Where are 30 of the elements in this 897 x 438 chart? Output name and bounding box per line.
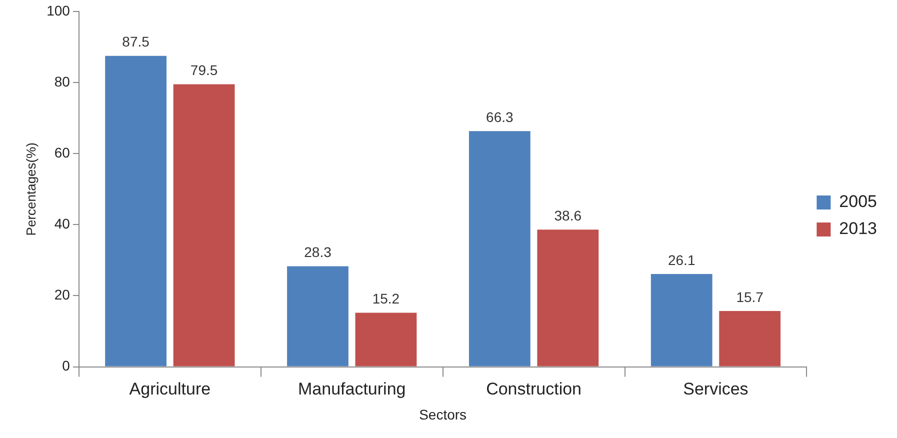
y-tick-label: 100	[46, 2, 70, 18]
bar	[355, 312, 417, 366]
data-label: 87.5	[122, 34, 150, 50]
data-label: 26.1	[668, 252, 696, 268]
y-tick-label: 80	[54, 73, 70, 90]
y-tick-label: 40	[54, 216, 70, 232]
y-axis-title: Percentages(%)	[23, 142, 38, 236]
data-label: 79.5	[190, 62, 218, 78]
legend-label: 2005	[839, 192, 878, 212]
x-tick-label: Agriculture	[129, 380, 211, 399]
bar	[468, 131, 530, 366]
bar	[105, 56, 167, 366]
y-tick-label: 60	[54, 144, 70, 160]
bar	[537, 230, 599, 366]
data-label: 66.3	[486, 109, 514, 126]
x-tick-label: Manufacturing	[298, 380, 406, 399]
y-tick-label: 0	[62, 358, 70, 374]
data-label: 15.2	[372, 290, 400, 307]
legend-label: 2013	[839, 219, 878, 238]
data-label: 38.6	[554, 207, 582, 224]
x-tick-label: Services	[683, 380, 748, 399]
x-axis-title: Sectors	[419, 406, 467, 422]
bar	[650, 274, 712, 366]
x-tick-label: Construction	[486, 380, 582, 399]
bar	[173, 84, 235, 366]
data-label: 15.7	[736, 288, 764, 305]
data-label: 28.3	[304, 244, 332, 260]
y-tick-label: 20	[54, 286, 70, 303]
bar	[719, 311, 781, 366]
bar	[287, 266, 348, 366]
